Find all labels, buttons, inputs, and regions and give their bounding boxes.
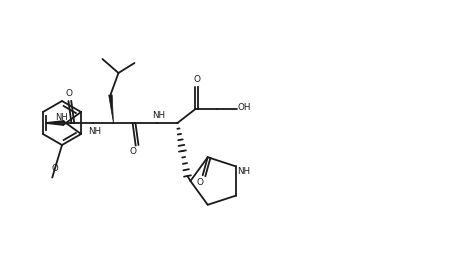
Text: O: O bbox=[196, 178, 203, 187]
Text: O: O bbox=[52, 164, 59, 173]
Text: NH: NH bbox=[55, 114, 68, 123]
Text: O: O bbox=[194, 76, 201, 85]
Text: NH: NH bbox=[152, 110, 165, 119]
Text: NH: NH bbox=[237, 167, 250, 176]
Text: OH: OH bbox=[238, 102, 251, 111]
Text: O: O bbox=[66, 90, 73, 99]
Text: NH: NH bbox=[88, 126, 101, 135]
Polygon shape bbox=[109, 95, 114, 123]
Text: O: O bbox=[130, 148, 137, 157]
